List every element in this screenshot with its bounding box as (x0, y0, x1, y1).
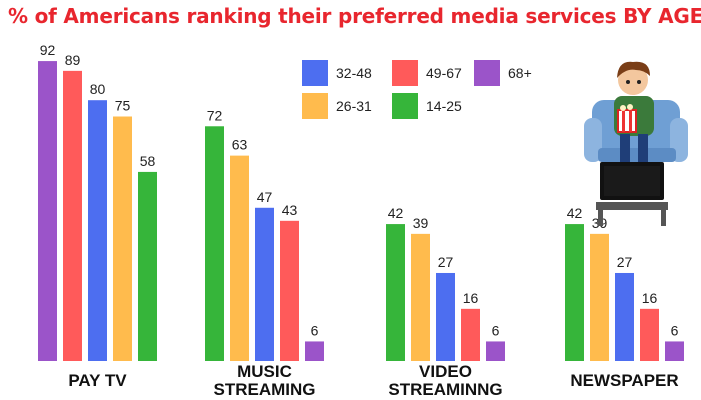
bar-2-49-67 (461, 308, 480, 361)
bar-2-14-25 (386, 224, 405, 361)
bar-2-26-31 (411, 233, 430, 361)
legend: 32-48 49-67 68+ 26-31 14-25 (302, 60, 532, 119)
bar-1-49-67 (280, 220, 299, 361)
bar-3-68+ (665, 341, 684, 361)
bar-value-label: 80 (90, 81, 106, 97)
legend-swatch-32-48 (302, 60, 328, 86)
legend-label: 32-48 (336, 65, 372, 81)
bar-value-label: 27 (617, 254, 633, 270)
bar-value-label: 16 (642, 290, 658, 306)
bar-value-label: 6 (492, 322, 500, 338)
legend-swatch-68+ (474, 60, 500, 86)
bar-value-label: 6 (671, 322, 679, 338)
bar-value-label: 89 (65, 52, 81, 68)
category-label: MUSIC STREAMING (214, 362, 316, 399)
bar-1-26-31 (230, 155, 249, 361)
bar-2-68+ (486, 341, 505, 361)
person-watching-tv-icon (584, 61, 688, 226)
value-labels-layer: 9289807558726347436423927166423927166 (40, 42, 679, 338)
legend-swatch-14-25 (392, 93, 418, 119)
bar-3-14-25 (565, 224, 584, 361)
bar-value-label: 58 (140, 153, 156, 169)
bar-0-68+ (38, 61, 57, 361)
bar-3-49-67 (640, 308, 659, 361)
bar-value-label: 92 (40, 42, 56, 58)
bar-value-label: 42 (567, 205, 583, 221)
bar-value-label: 63 (232, 137, 248, 153)
category-label: NEWSPAPER (570, 371, 678, 390)
bar-3-26-31 (590, 233, 609, 361)
bar-value-label: 75 (115, 98, 131, 114)
bar-value-label: 27 (438, 254, 454, 270)
bar-0-14-25 (138, 171, 157, 361)
bar-1-14-25 (205, 126, 224, 361)
bar-value-label: 43 (282, 202, 298, 218)
bar-value-label: 47 (257, 189, 273, 205)
bar-1-32-48 (255, 207, 274, 361)
legend-label: 49-67 (426, 65, 462, 81)
bars-layer (38, 61, 684, 362)
bar-value-label: 6 (311, 322, 319, 338)
bar-value-label: 42 (388, 205, 404, 221)
bar-3-32-48 (615, 272, 634, 361)
bar-value-label: 72 (207, 107, 223, 123)
chart-title: % of Americans ranking their preferred m… (8, 4, 701, 28)
bar-0-49-67 (63, 70, 82, 362)
legend-swatch-49-67 (392, 60, 418, 86)
legend-label: 68+ (508, 65, 532, 81)
bar-0-26-31 (113, 116, 132, 361)
category-labels-layer: PAY TV MUSIC STREAMING VIDEO STREAMINNG NEWSP… (68, 362, 678, 399)
legend-label: 14-25 (426, 98, 462, 114)
bar-value-label: 39 (413, 215, 429, 231)
bar-1-68+ (305, 341, 324, 361)
bar-2-32-48 (436, 272, 455, 361)
legend-label: 26-31 (336, 98, 372, 114)
bar-value-label: 16 (463, 290, 479, 306)
category-label: VIDEO STREAMINNG (388, 362, 502, 399)
category-label: PAY TV (68, 371, 127, 390)
bar-0-32-48 (88, 100, 107, 361)
legend-swatch-26-31 (302, 93, 328, 119)
